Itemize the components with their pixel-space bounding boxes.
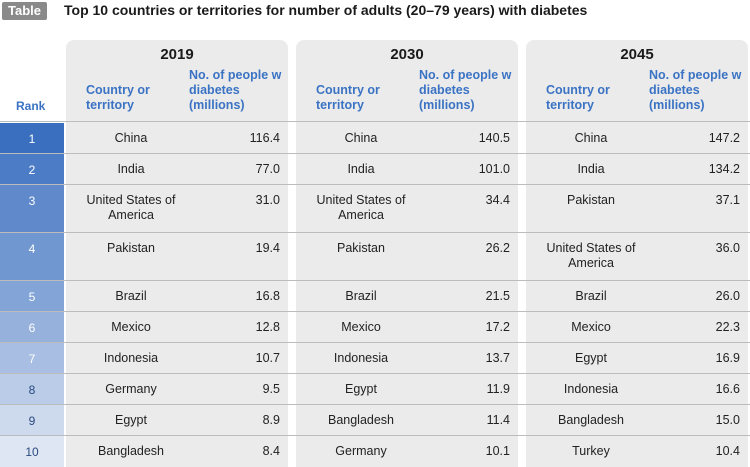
rank-cell: 9	[0, 405, 64, 435]
country-cell: Turkey	[572, 444, 610, 458]
value-cell: 16.6	[715, 382, 740, 396]
year-heading: 2030	[390, 46, 424, 63]
country-column-header: Country or territory	[546, 83, 610, 112]
value-cell: 147.2	[708, 131, 740, 145]
country-cell: Indonesia	[333, 351, 389, 365]
row-divider	[0, 121, 750, 122]
value-cell: 37.1	[715, 193, 740, 207]
country-cell: Egypt	[345, 382, 377, 396]
row-divider	[0, 404, 750, 405]
country-cell: Indonesia	[103, 351, 159, 365]
value-cell: 13.7	[485, 351, 510, 365]
year-panel-2045	[526, 40, 748, 467]
rank-cell: 10	[0, 436, 64, 467]
country-cell: United States of America	[316, 193, 406, 222]
country-column-header: Country or territory	[316, 83, 380, 112]
row-divider	[0, 342, 750, 343]
rank-column-header: Rank	[16, 99, 46, 113]
value-cell: 8.4	[262, 444, 280, 458]
year-panel-2019	[66, 40, 288, 467]
value-cell: 101.0	[478, 162, 510, 176]
country-cell: Mexico	[571, 320, 611, 334]
row-divider	[0, 280, 750, 281]
value-cell: 16.9	[715, 351, 740, 365]
country-cell: China	[344, 131, 378, 145]
country-cell: Brazil	[345, 289, 377, 303]
value-cell: 21.5	[485, 289, 510, 303]
country-cell: Mexico	[341, 320, 381, 334]
country-cell: China	[114, 131, 148, 145]
country-cell: Egypt	[115, 413, 147, 427]
value-cell: 77.0	[255, 162, 280, 176]
table-tag: Table	[2, 2, 47, 20]
value-cell: 15.0	[715, 413, 740, 427]
value-cell: 12.8	[255, 320, 280, 334]
value-cell: 10.7	[255, 351, 280, 365]
table-title: Top 10 countries or territories for numb…	[64, 2, 588, 18]
rank-cell: 5	[0, 281, 64, 311]
row-divider	[0, 153, 750, 154]
country-cell: India	[347, 162, 375, 176]
title-row: Table Top 10 countries or territories fo…	[0, 0, 750, 20]
country-cell: United States of America	[546, 241, 636, 270]
row-divider	[0, 373, 750, 374]
value-cell: 36.0	[715, 241, 740, 255]
row-divider	[0, 232, 750, 233]
country-cell: Egypt	[575, 351, 607, 365]
value-cell: 19.4	[255, 241, 280, 255]
value-cell: 31.0	[255, 193, 280, 207]
value-cell: 11.4	[486, 413, 510, 427]
row-divider	[0, 435, 750, 436]
rank-cell: 1	[0, 123, 64, 153]
country-column-header: Country or territory	[86, 83, 150, 112]
country-cell: Indonesia	[563, 382, 619, 396]
country-cell: China	[574, 131, 608, 145]
country-cell: Pakistan	[107, 241, 155, 255]
country-cell: India	[117, 162, 145, 176]
value-column-header: No. of people w diabetes (millions)	[189, 68, 282, 112]
value-cell: 26.0	[715, 289, 740, 303]
row-divider	[0, 311, 750, 312]
value-cell: 10.1	[485, 444, 510, 458]
value-cell: 116.4	[249, 131, 280, 145]
country-cell: Pakistan	[337, 241, 385, 255]
year-heading: 2019	[160, 46, 194, 63]
value-cell: 34.4	[485, 193, 510, 207]
country-cell: India	[577, 162, 605, 176]
value-column-header: No. of people w diabetes (millions)	[419, 68, 512, 112]
row-divider	[0, 184, 750, 185]
country-cell: Brazil	[575, 289, 607, 303]
rank-cell: 2	[0, 154, 64, 184]
value-cell: 134.2	[708, 162, 740, 176]
country-cell: Pakistan	[567, 193, 615, 207]
country-cell: Germany	[335, 444, 387, 458]
year-panel-2030	[296, 40, 518, 467]
value-column-header: No. of people w diabetes (millions)	[649, 68, 742, 112]
country-cell: United States of America	[86, 193, 176, 222]
value-cell: 26.2	[485, 241, 510, 255]
value-cell: 22.3	[715, 320, 740, 334]
value-cell: 140.5	[478, 131, 510, 145]
value-cell: 11.9	[486, 382, 510, 396]
country-cell: Mexico	[111, 320, 151, 334]
year-heading: 2045	[620, 46, 654, 63]
value-cell: 8.9	[262, 413, 280, 427]
value-cell: 9.5	[262, 382, 280, 396]
country-cell: Bangladesh	[97, 444, 165, 458]
value-cell: 17.2	[485, 320, 510, 334]
rank-cell: 7	[0, 343, 64, 373]
rank-cell: 8	[0, 374, 64, 404]
value-cell: 10.4	[715, 444, 740, 458]
rank-cell: 6	[0, 312, 64, 342]
country-cell: Bangladesh	[557, 413, 625, 427]
country-cell: Brazil	[115, 289, 147, 303]
value-cell: 16.8	[255, 289, 280, 303]
country-cell: Bangladesh	[327, 413, 395, 427]
country-cell: Germany	[105, 382, 157, 396]
rank-cell: 4	[0, 233, 64, 280]
rank-cell: 3	[0, 185, 64, 232]
